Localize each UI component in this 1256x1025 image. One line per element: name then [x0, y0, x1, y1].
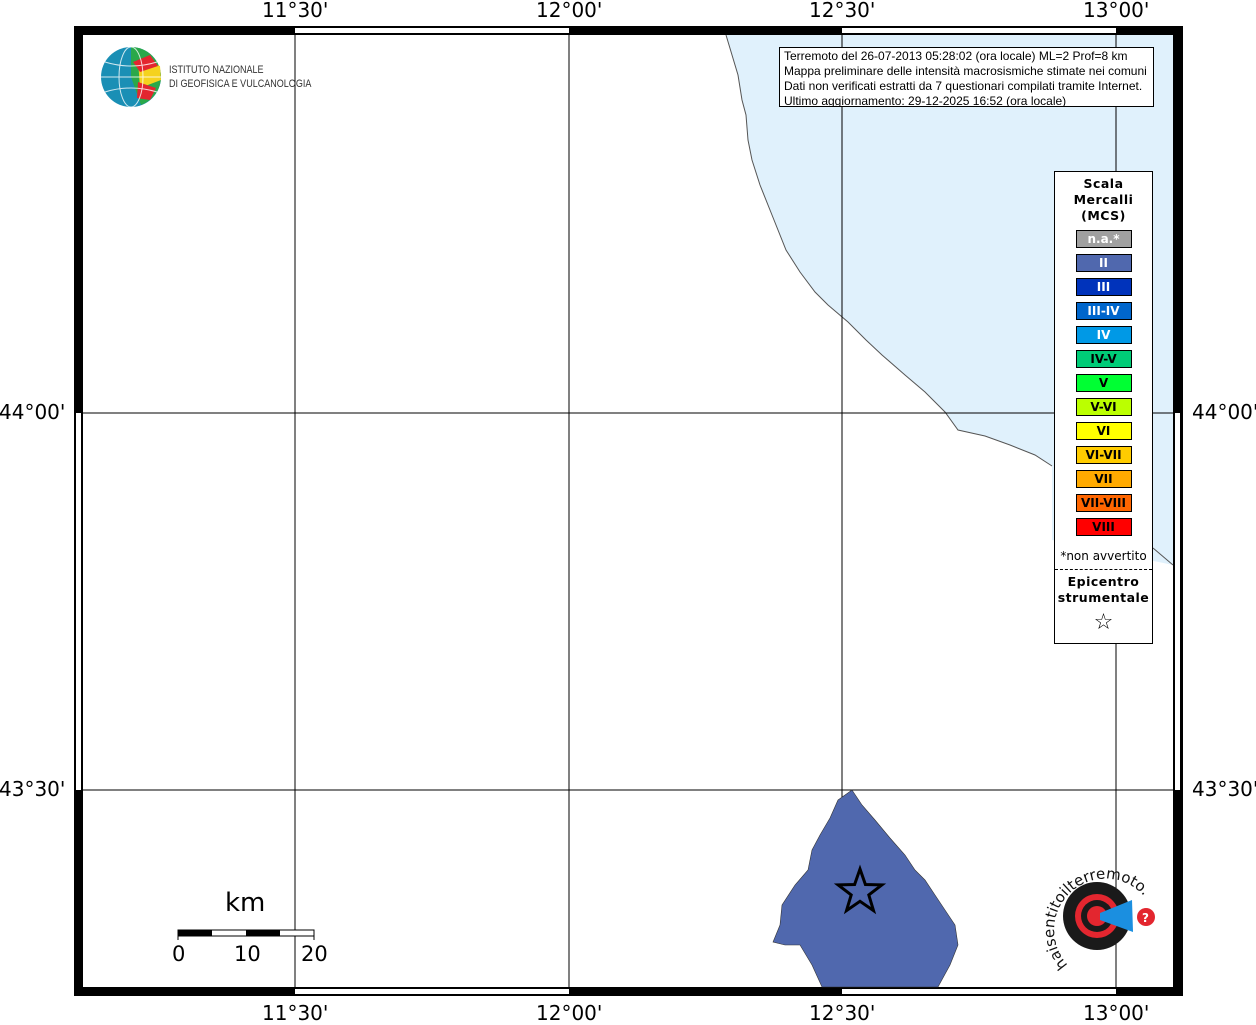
epicenter-star-icon: [833, 864, 887, 915]
legend-swatch: III: [1075, 278, 1132, 296]
scale-label: 20: [301, 942, 328, 966]
legend-swatch: VI-VII: [1075, 446, 1132, 464]
info-line: Dati non verificati estratti da 7 questi…: [784, 79, 1143, 93]
legend-title: Scala Mercalli (MCS): [1073, 176, 1134, 223]
legend-swatch: V: [1075, 374, 1132, 392]
legend-swatch: VII-VIII: [1075, 494, 1132, 512]
ingv-logo-text: ISTITUTO NAZIONALE DI GEOFISICA E VULCAN…: [169, 64, 312, 90]
intensity-region-II[interactable]: [772, 789, 959, 988]
info-line: Mappa preliminare delle intensità macros…: [784, 64, 1147, 78]
legend-swatch: IV-V: [1075, 350, 1132, 368]
lon-tick-bottom: 12°30': [809, 1001, 876, 1025]
scale-label: 0: [172, 942, 186, 966]
info-box: Terremoto del 26-07-2013 05:28:02 (ora l…: [779, 47, 1154, 107]
lon-tick-bottom: 11°30': [262, 1001, 329, 1025]
info-line: Terremoto del 26-07-2013 05:28:02 (ora l…: [784, 49, 1128, 63]
legend-swatch: II: [1075, 254, 1132, 272]
lon-tick-top: 12°00': [536, 0, 603, 22]
scale-bar: [177, 929, 315, 940]
coastline: [725, 34, 1174, 566]
legend-swatch: VI: [1075, 422, 1132, 440]
lat-tick-left: 43°30': [0, 777, 66, 801]
lon-tick-bottom: 13°00': [1083, 1001, 1150, 1025]
legend-swatch: VII: [1075, 470, 1132, 488]
ingv-globe-logo: [101, 46, 161, 108]
scale-label: 10: [234, 942, 261, 966]
lon-tick-bottom: 12°00': [536, 1001, 603, 1025]
svg-text:?: ?: [1142, 911, 1149, 925]
star-icon: ☆: [1093, 610, 1114, 635]
legend-swatch: n.a.*: [1075, 230, 1132, 248]
lat-tick-right: 43°30': [1192, 777, 1256, 801]
mercalli-legend: Scala Mercalli (MCS) n.a.* II III III-IV IV I…: [1054, 171, 1153, 644]
epicenter-label: Epicentro strumentale: [1057, 574, 1150, 605]
lon-tick-top: 11°30': [262, 0, 329, 22]
lat-tick-right: 44°00': [1192, 400, 1256, 424]
legend-note: *non avvertito: [1060, 549, 1147, 563]
lon-tick-top: 12°30': [809, 0, 876, 22]
legend-swatch: III-IV: [1075, 302, 1132, 320]
frame-ticks: [76, 28, 1180, 994]
info-line: Ultimo aggiornamento: 29-12-2025 16:52 (…: [784, 94, 1067, 107]
scale-unit: km: [225, 888, 266, 918]
legend-swatch: V-VI: [1075, 398, 1132, 416]
legend-divider: [1055, 569, 1152, 570]
legend-swatch: VIII: [1075, 518, 1132, 536]
lat-tick-left: 44°00': [0, 400, 66, 424]
legend-swatch: IV: [1075, 326, 1132, 344]
lon-tick-top: 13°00': [1083, 0, 1150, 22]
